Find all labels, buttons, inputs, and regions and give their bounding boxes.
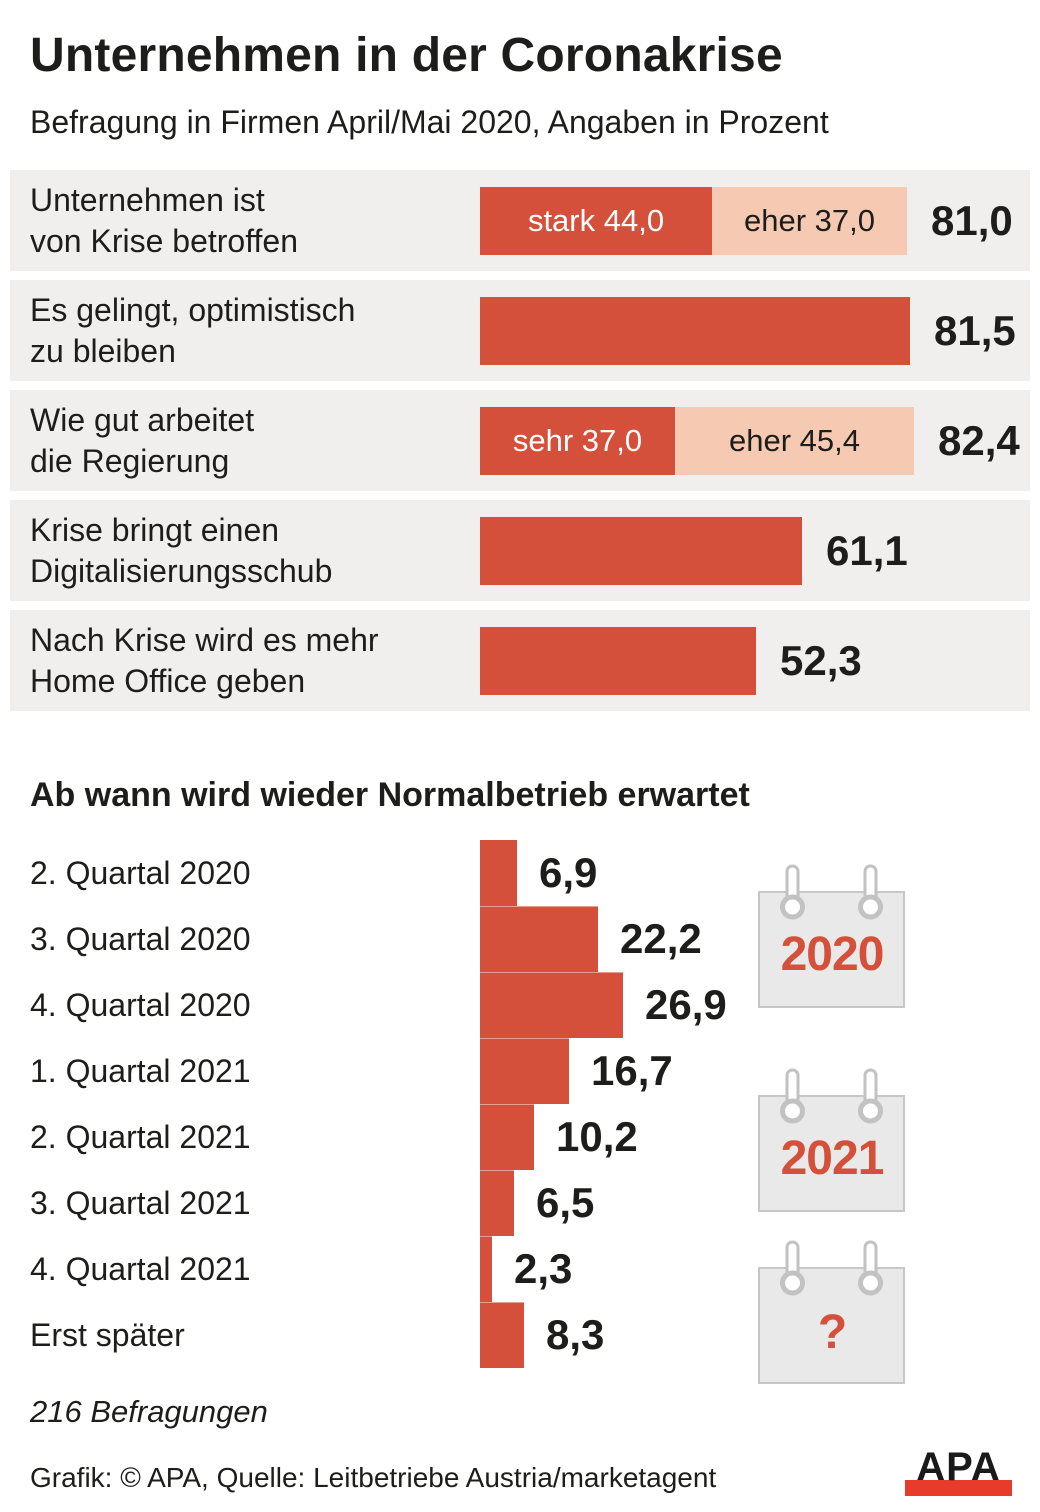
row-label: Es gelingt, optimistisch zu bleiben — [30, 290, 355, 372]
bar-segment-dark — [480, 296, 910, 365]
quarter-row: 1. Quartal 2021 16,7 — [0, 1038, 1040, 1104]
calendar-2021: 2021 — [757, 1066, 907, 1216]
quarter-label: 3. Quartal 2021 — [30, 1185, 251, 1221]
page-title: Unternehmen in der Coronakrise — [30, 29, 783, 82]
quarter-value: 8,3 — [546, 1311, 605, 1358]
quarter-row: 4. Quartal 2021 2,3 — [0, 1236, 1040, 1302]
row-total-value: 81,5 — [934, 306, 1016, 354]
row-label-line: Nach Krise wird es mehr — [30, 621, 379, 658]
chart-row-regierung: Wie gut arbeitet die Regierung sehr 37,0… — [10, 390, 1030, 491]
quarter-row: 4. Quartal 2020 26,9 — [0, 972, 1040, 1038]
row-total-value: 81,0 — [931, 196, 1013, 244]
row-label: Nach Krise wird es mehr Home Office gebe… — [30, 620, 379, 702]
chart-row-digitalisierung: Krise bringt einen Digitalisierungsschub… — [10, 500, 1030, 601]
calendar-icon: 2020 — [758, 864, 905, 1008]
quarter-value: 6,5 — [536, 1179, 595, 1226]
chart-row-betroffen: Unternehmen ist von Krise betroffen star… — [10, 170, 1030, 271]
calendar-2020: 2020 — [757, 862, 907, 1012]
quarter-bar — [480, 972, 623, 1038]
quarter-value: 2,3 — [514, 1245, 573, 1292]
quarter-row: Erst später 8,3 — [0, 1302, 1040, 1368]
row-label-line: Unternehmen ist — [30, 181, 265, 218]
quarter-label: 3. Quartal 2020 — [30, 921, 251, 957]
quarter-bar — [480, 1302, 524, 1368]
calendar-year-label: 2021 — [781, 1132, 884, 1185]
quarter-label: 4. Quartal 2020 — [30, 987, 251, 1023]
bar-segment-dark — [480, 516, 802, 585]
quarter-bar — [480, 906, 598, 972]
row-label-line: Es gelingt, optimistisch — [30, 291, 356, 328]
chart-row-optimistisch: Es gelingt, optimistisch zu bleiben 81,5 — [10, 280, 1030, 381]
quarter-bar — [480, 1104, 534, 1170]
quarter-label: 2. Quartal 2021 — [30, 1119, 251, 1155]
sample-size-note: 216 Befragungen — [30, 1394, 268, 1429]
calendar-question: ? — [757, 1238, 907, 1388]
quarter-value: 22,2 — [620, 915, 702, 962]
row-bar: sehr 37,0 eher 45,4 82,4 — [480, 390, 1020, 491]
quarter-label: Erst später — [30, 1317, 185, 1353]
bar-segment-light: eher 37,0 — [712, 186, 907, 255]
section-title-normalbetrieb: Ab wann wird wieder Normalbetrieb erwart… — [30, 776, 750, 814]
row-label-line: von Krise betroffen — [30, 222, 299, 259]
row-label: Wie gut arbeitet die Regierung — [30, 400, 254, 482]
row-label: Unternehmen ist von Krise betroffen — [30, 180, 298, 262]
page-subtitle: Befragung in Firmen April/Mai 2020, Anga… — [30, 104, 829, 140]
quarter-value: 26,9 — [645, 981, 727, 1028]
row-label-line: die Regierung — [30, 442, 230, 479]
calendar-icon: ? — [758, 1240, 905, 1384]
row-label: Krise bringt einen Digitalisierungsschub — [30, 510, 332, 592]
row-total-value: 82,4 — [938, 416, 1020, 464]
chart-row-homeoffice: Nach Krise wird es mehr Home Office gebe… — [10, 610, 1030, 711]
quarter-row: 3. Quartal 2020 22,2 — [0, 906, 1040, 972]
row-bar: 61,1 — [480, 500, 908, 601]
row-label-line: zu bleiben — [30, 332, 176, 369]
row-label-line: Digitalisierungsschub — [30, 552, 333, 589]
bar-segment-label: eher 37,0 — [744, 202, 875, 238]
row-label-line: Home Office geben — [30, 662, 306, 699]
apa-logo-text: APA — [916, 1445, 1001, 1489]
row-total-value: 61,1 — [826, 526, 908, 574]
bar-segment-label: stark 44,0 — [527, 202, 665, 238]
quarter-bar — [480, 1236, 492, 1302]
quarter-label: 1. Quartal 2021 — [30, 1053, 251, 1089]
quarter-row: 3. Quartal 2021 6,5 — [0, 1170, 1040, 1236]
apa-logo: APA — [905, 1446, 1012, 1498]
row-total-value: 52,3 — [780, 636, 862, 684]
quarter-bar — [480, 1038, 569, 1104]
quarter-label: 2. Quartal 2020 — [30, 855, 251, 891]
bar-segment-light: eher 45,4 — [675, 406, 914, 475]
calendar-icon: 2021 — [758, 1068, 905, 1212]
bar-segment-label: eher 45,4 — [729, 422, 860, 458]
quarter-value: 10,2 — [556, 1113, 638, 1160]
normalbetrieb-chart: 2. Quartal 2020 6,9 3. Quartal 2020 22,2… — [0, 840, 1040, 1368]
quarter-label: 4. Quartal 2021 — [30, 1251, 251, 1287]
quarter-bar — [480, 1170, 514, 1236]
quarter-bar — [480, 840, 517, 906]
calendar-question-label: ? — [818, 1306, 846, 1359]
bar-segment-dark — [480, 626, 756, 695]
quarter-value: 16,7 — [591, 1047, 673, 1094]
calendar-year-label: 2020 — [781, 928, 884, 981]
apa-logo-red-bar — [905, 1480, 1012, 1496]
row-label-line: Krise bringt einen — [30, 511, 280, 548]
source-credit: Grafik: © APA, Quelle: Leitbetriebe Aust… — [30, 1462, 717, 1493]
bar-segment-dark: stark 44,0 — [480, 186, 712, 255]
quarter-value: 6,9 — [539, 849, 598, 896]
row-bar: 81,5 — [480, 280, 1016, 381]
bar-segment-label: sehr 37,0 — [512, 422, 643, 458]
quarter-row: 2. Quartal 2020 6,9 — [0, 840, 1040, 906]
row-bar: 52,3 — [480, 610, 862, 711]
bar-segment-dark: sehr 37,0 — [480, 406, 675, 475]
quarter-row: 2. Quartal 2021 10,2 — [0, 1104, 1040, 1170]
row-label-line: Wie gut arbeitet — [30, 401, 255, 438]
row-bar: stark 44,0 eher 37,0 81,0 — [480, 170, 1013, 271]
